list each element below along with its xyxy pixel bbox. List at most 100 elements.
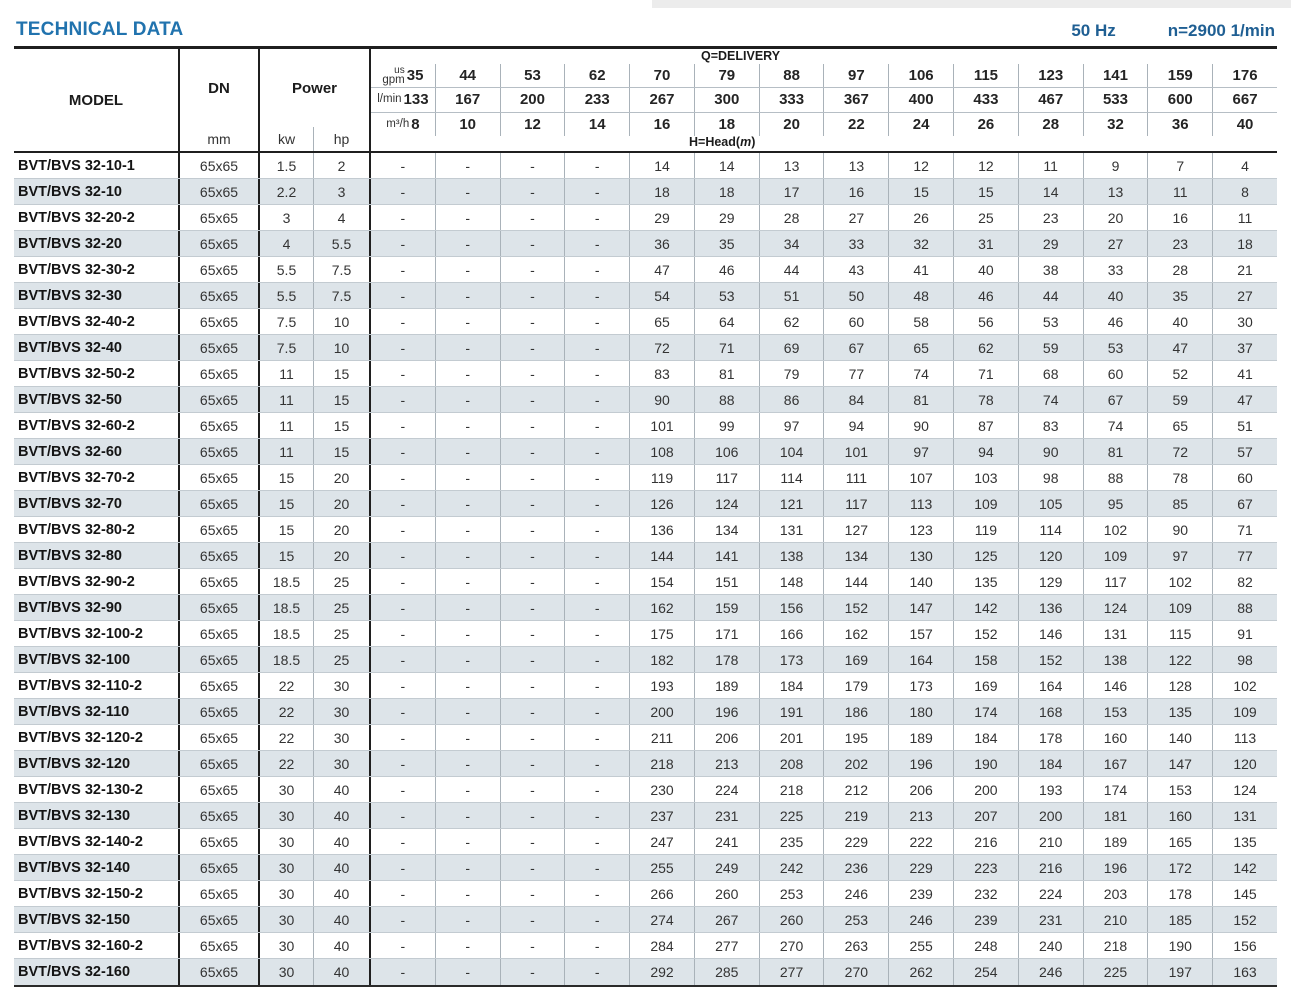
head-value-cell: 284 [630,933,695,958]
head-value-cell: 35 [1148,283,1214,308]
head-value-cell: - [501,569,566,594]
dn-cell: 65x65 [180,283,260,308]
head-value-cell: 190 [1148,933,1214,958]
table-row: BVT/BVS 32-20-2 65x65 3 4- - - -29 29 28 27 26 25 23… [14,205,1277,231]
head-value-cell: 274 [630,907,695,932]
head-value-cell: - [436,725,501,750]
head-value-cell: - [565,543,631,568]
head-value-cell: - [436,205,501,230]
head-value-cell: - [436,569,501,594]
delivery-header-cell: 333 [760,88,825,112]
head-value-cell: 174 [954,699,1019,724]
delivery-value: 44 [459,67,477,85]
head-value-cell: 101 [824,439,890,464]
delivery-title: Q=DELIVERY [701,49,781,63]
head-value-cell: 156 [1233,937,1257,954]
head-value-cell: 144 [630,543,695,568]
table-row: BVT/BVS 32-110 65x65 22 30- - - -200 196 191 186 1… [14,699,1277,725]
head-value-cell: 182 [630,647,695,672]
head-value-cell: 88 [695,387,760,412]
head-value-cell: 130 [889,543,955,568]
hp-cell: 40 [314,855,371,880]
head-value-cell: - [436,543,501,568]
head-value-cell: 65 [630,309,695,334]
head-value-cell: 12 [954,153,1019,178]
head-value-cell: 157 [889,621,955,646]
table-row: BVT/BVS 32-90 65x65 18.5 25- - - -162 159 156 152… [14,595,1277,621]
head-value-cell: - [371,881,436,906]
head-value-cell: 51 [760,283,825,308]
head-value-cell: 44 [1019,283,1084,308]
head-value-cell: 60 [1084,361,1149,386]
head-value-cell: 173 [760,647,825,672]
delivery-header-cell: 10 [436,112,501,136]
delivery-value: 20 [783,115,800,133]
dn-cell: 65x65 [180,361,260,386]
head-value-cell: 162 [630,595,695,620]
head-value-cell: - [371,777,436,802]
head-value-cell: 200 [954,777,1019,802]
head-value-cell: 178 [1019,725,1084,750]
head-value-cell: 184 [954,725,1019,750]
kw-cell: 22 [260,673,314,698]
head-value-cell: 292 [630,959,695,985]
head-value-cell: 69 [760,335,825,360]
head-value-cell: 223 [954,855,1019,880]
head-value-cell: 18 [630,179,695,204]
head-value-cell: 229 [824,829,890,854]
head-value-cell: - [371,621,436,646]
head-value-cell: 136 [630,517,695,542]
head-value-cell: 21 [1237,261,1253,278]
head-value-cell: - [371,205,436,230]
model-cell: BVT/BVS 32-30 [14,283,180,308]
table-row: BVT/BVS 32-70 65x65 15 20- - - -126 124 121 117 11… [14,491,1277,517]
head-value-cell: 113 [889,491,955,516]
head-value-cell: 113 [1233,729,1257,746]
head-value-cell: 71 [954,361,1019,386]
head-value-cell: - [565,179,631,204]
head-value-cell: - [501,595,566,620]
head-value-cell: 94 [954,439,1019,464]
delivery-header-cell: 159 [1148,64,1214,88]
head-value-cell: - [501,673,566,698]
dn-cell: 65x65 [180,933,260,958]
head-value-cell: 57 [1237,443,1253,460]
table-header: MODEL DN mm Power kw hp Q=DELIVERY us gpm… [14,49,1277,153]
head-value-cell: 109 [1084,543,1149,568]
head-value-cell: 46 [1084,309,1149,334]
head-value-cell: - [565,465,631,490]
head-value-cell: - [501,231,566,256]
hp-cell: 30 [314,673,371,698]
head-value-cell: - [501,439,566,464]
head-value-cell: 134 [824,543,890,568]
head-value-cell: - [565,699,631,724]
head-value-cell: 33 [824,231,890,256]
head-value-cell: 229 [889,855,955,880]
head-value-cell: - [436,335,501,360]
head-value-cell: 195 [824,725,890,750]
head-value-cell: 189 [1084,829,1149,854]
head-value-cell: 255 [630,855,695,880]
head-value-cell: 211 [630,725,695,750]
head-value-cell: 28 [1148,257,1214,282]
kw-cell: 7.5 [260,309,314,334]
head-value-cell: - [436,153,501,178]
delivery-value: 267 [649,91,675,109]
head-value-cell: 40 [954,257,1019,282]
head-value-cell: - [501,647,566,672]
delivery-header-cell: us gpm 35 [371,64,436,88]
delivery-value: 79 [718,67,736,85]
dn-cell: 65x65 [180,491,260,516]
head-value-cell: 131 [760,517,825,542]
kw-cell: 30 [260,829,314,854]
model-cell: BVT/BVS 32-20-2 [14,205,180,230]
head-value-cell: - [565,205,631,230]
head-value-cell: - [436,959,501,985]
head-value-cell: 210 [1019,829,1084,854]
head-value-cell: - [371,387,436,412]
head-value-cell: - [565,751,631,776]
delivery-header-cell: 88 [760,64,825,88]
dn-cell: 65x65 [180,725,260,750]
delivery-header-cell: 79 [695,64,760,88]
hp-cell: 40 [314,933,371,958]
